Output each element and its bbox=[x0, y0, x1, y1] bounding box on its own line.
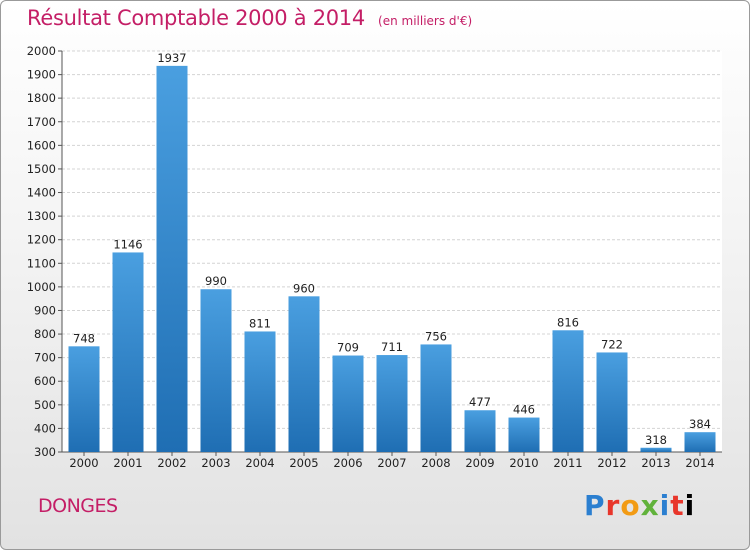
y-tick-label: 500 bbox=[34, 398, 56, 412]
bar-2003 bbox=[200, 289, 232, 452]
bar-2009 bbox=[464, 410, 496, 452]
value-label-2008: 756 bbox=[425, 329, 447, 343]
y-tick-label: 1300 bbox=[27, 209, 56, 223]
x-tick-label-2006: 2006 bbox=[333, 456, 362, 470]
chart-title-main: Résultat Comptable 2000 à 2014 bbox=[27, 6, 365, 30]
y-tick-label: 1700 bbox=[27, 115, 56, 129]
y-tick-label: 1500 bbox=[27, 162, 56, 176]
y-tick-label: 800 bbox=[34, 327, 56, 341]
value-label-2014: 384 bbox=[689, 417, 711, 431]
y-tick-label: 300 bbox=[34, 445, 56, 459]
bar-2011 bbox=[552, 330, 584, 452]
value-label-2012: 722 bbox=[601, 337, 623, 351]
proxiti-logo: Proxiti bbox=[584, 489, 696, 522]
value-label-2000: 748 bbox=[73, 331, 95, 345]
bar-2002 bbox=[156, 65, 188, 452]
value-label-2013: 318 bbox=[645, 433, 667, 447]
y-tick-label: 1800 bbox=[27, 91, 56, 105]
value-label-2005: 960 bbox=[293, 281, 315, 295]
value-label-2007: 711 bbox=[381, 340, 403, 354]
bar-2013 bbox=[640, 447, 672, 452]
bar-2012 bbox=[596, 352, 628, 452]
value-label-2002: 1937 bbox=[157, 51, 186, 65]
value-label-2009: 477 bbox=[469, 395, 491, 409]
value-label-2003: 990 bbox=[205, 274, 227, 288]
value-label-2011: 816 bbox=[557, 315, 579, 329]
y-tick-label: 700 bbox=[34, 351, 56, 365]
x-tick-label-2007: 2007 bbox=[377, 456, 406, 470]
x-tick-label-2012: 2012 bbox=[597, 456, 626, 470]
x-tick-label-2014: 2014 bbox=[685, 456, 714, 470]
y-tick-label: 1600 bbox=[27, 138, 56, 152]
value-label-2010: 446 bbox=[513, 403, 535, 417]
y-tick-label: 2000 bbox=[27, 44, 56, 58]
y-tick-label: 600 bbox=[34, 374, 56, 388]
x-tick-label-2008: 2008 bbox=[421, 456, 450, 470]
value-label-2001: 1146 bbox=[113, 237, 142, 251]
y-tick-label: 1200 bbox=[27, 233, 56, 247]
x-tick-label-2003: 2003 bbox=[201, 456, 230, 470]
chart-title: Résultat Comptable 2000 à 2014 (en milli… bbox=[27, 6, 472, 30]
value-label-2006: 709 bbox=[337, 341, 359, 355]
bar-2005 bbox=[288, 296, 320, 452]
x-tick-label-2005: 2005 bbox=[289, 456, 318, 470]
x-tick-label-2009: 2009 bbox=[465, 456, 494, 470]
x-tick-label-2002: 2002 bbox=[157, 456, 186, 470]
y-tick-label: 400 bbox=[34, 421, 56, 435]
y-tick-label: 900 bbox=[34, 303, 56, 317]
bar-2014 bbox=[684, 432, 716, 452]
y-tick-label: 1400 bbox=[27, 186, 56, 200]
bar-2001 bbox=[112, 252, 144, 452]
value-label-2004: 811 bbox=[249, 316, 271, 330]
bar-2006 bbox=[332, 355, 364, 452]
y-tick-label: 1900 bbox=[27, 68, 56, 82]
y-tick-label: 1000 bbox=[27, 280, 56, 294]
bar-2010 bbox=[508, 417, 540, 452]
x-tick-label-2001: 2001 bbox=[113, 456, 142, 470]
x-tick-label-2011: 2011 bbox=[553, 456, 582, 470]
bar-2000 bbox=[68, 346, 100, 452]
commune-name: DONGES bbox=[38, 495, 118, 517]
bar-2008 bbox=[420, 344, 452, 452]
y-tick-label: 1100 bbox=[27, 256, 56, 270]
x-tick-label-2013: 2013 bbox=[641, 456, 670, 470]
bar-2007 bbox=[376, 355, 408, 452]
x-tick-label-2010: 2010 bbox=[509, 456, 538, 470]
chart-subtitle: (en milliers d'€) bbox=[378, 14, 473, 28]
x-tick-label-2000: 2000 bbox=[69, 456, 98, 470]
x-tick-label-2004: 2004 bbox=[245, 456, 274, 470]
bar-2004 bbox=[244, 331, 276, 452]
